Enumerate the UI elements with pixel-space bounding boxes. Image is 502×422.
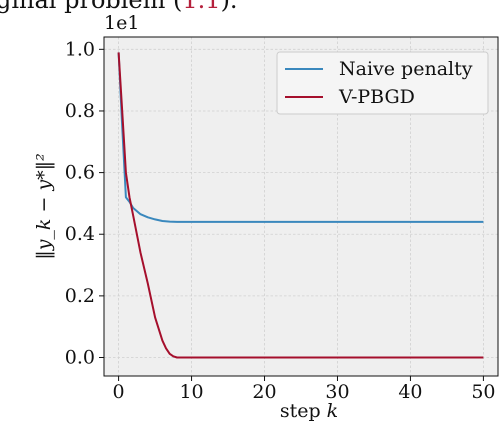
x-tick-label: 20: [252, 381, 276, 403]
x-tick-label: 50: [471, 381, 495, 403]
y-scale-label: 1e1: [104, 12, 139, 34]
header-text: ginal problem (: [0, 0, 182, 14]
x-axis-label: step k: [280, 400, 338, 422]
header-ref-link: 1.1: [182, 0, 220, 14]
header-tail: ).: [221, 0, 238, 14]
y-tick-label: 0.6: [65, 162, 95, 184]
series-line-v-pbgd: [117, 52, 484, 359]
y-tick-label: 0.4: [65, 223, 95, 245]
axes-frame: [103, 36, 499, 377]
series-line-naive-penalty: [117, 52, 484, 223]
header-caption: ginal problem (1.1).: [0, 0, 238, 14]
y-tick-label: 0.8: [65, 100, 95, 122]
legend-label: Naive penalty: [339, 58, 473, 80]
x-tick-label: 40: [398, 381, 422, 403]
y-axis-label: ‖y_k − y*‖²: [33, 153, 55, 260]
y-tick-label: 0.2: [65, 285, 95, 307]
plot-area: 0 10 20 30 40 50 0.0 0.2 0.4 0.6 0.8 1.0 1e1 Naive pe…: [33, 12, 499, 422]
x-tick-label: 0: [113, 381, 125, 403]
x-tick-label: 30: [325, 381, 349, 403]
y-tick-label: 0.0: [65, 347, 95, 369]
y-tick-label: 1.0: [65, 38, 95, 60]
legend-label: V-PBGD: [338, 86, 415, 108]
x-tick-label: 10: [179, 381, 203, 403]
legend-box: [276, 51, 489, 115]
